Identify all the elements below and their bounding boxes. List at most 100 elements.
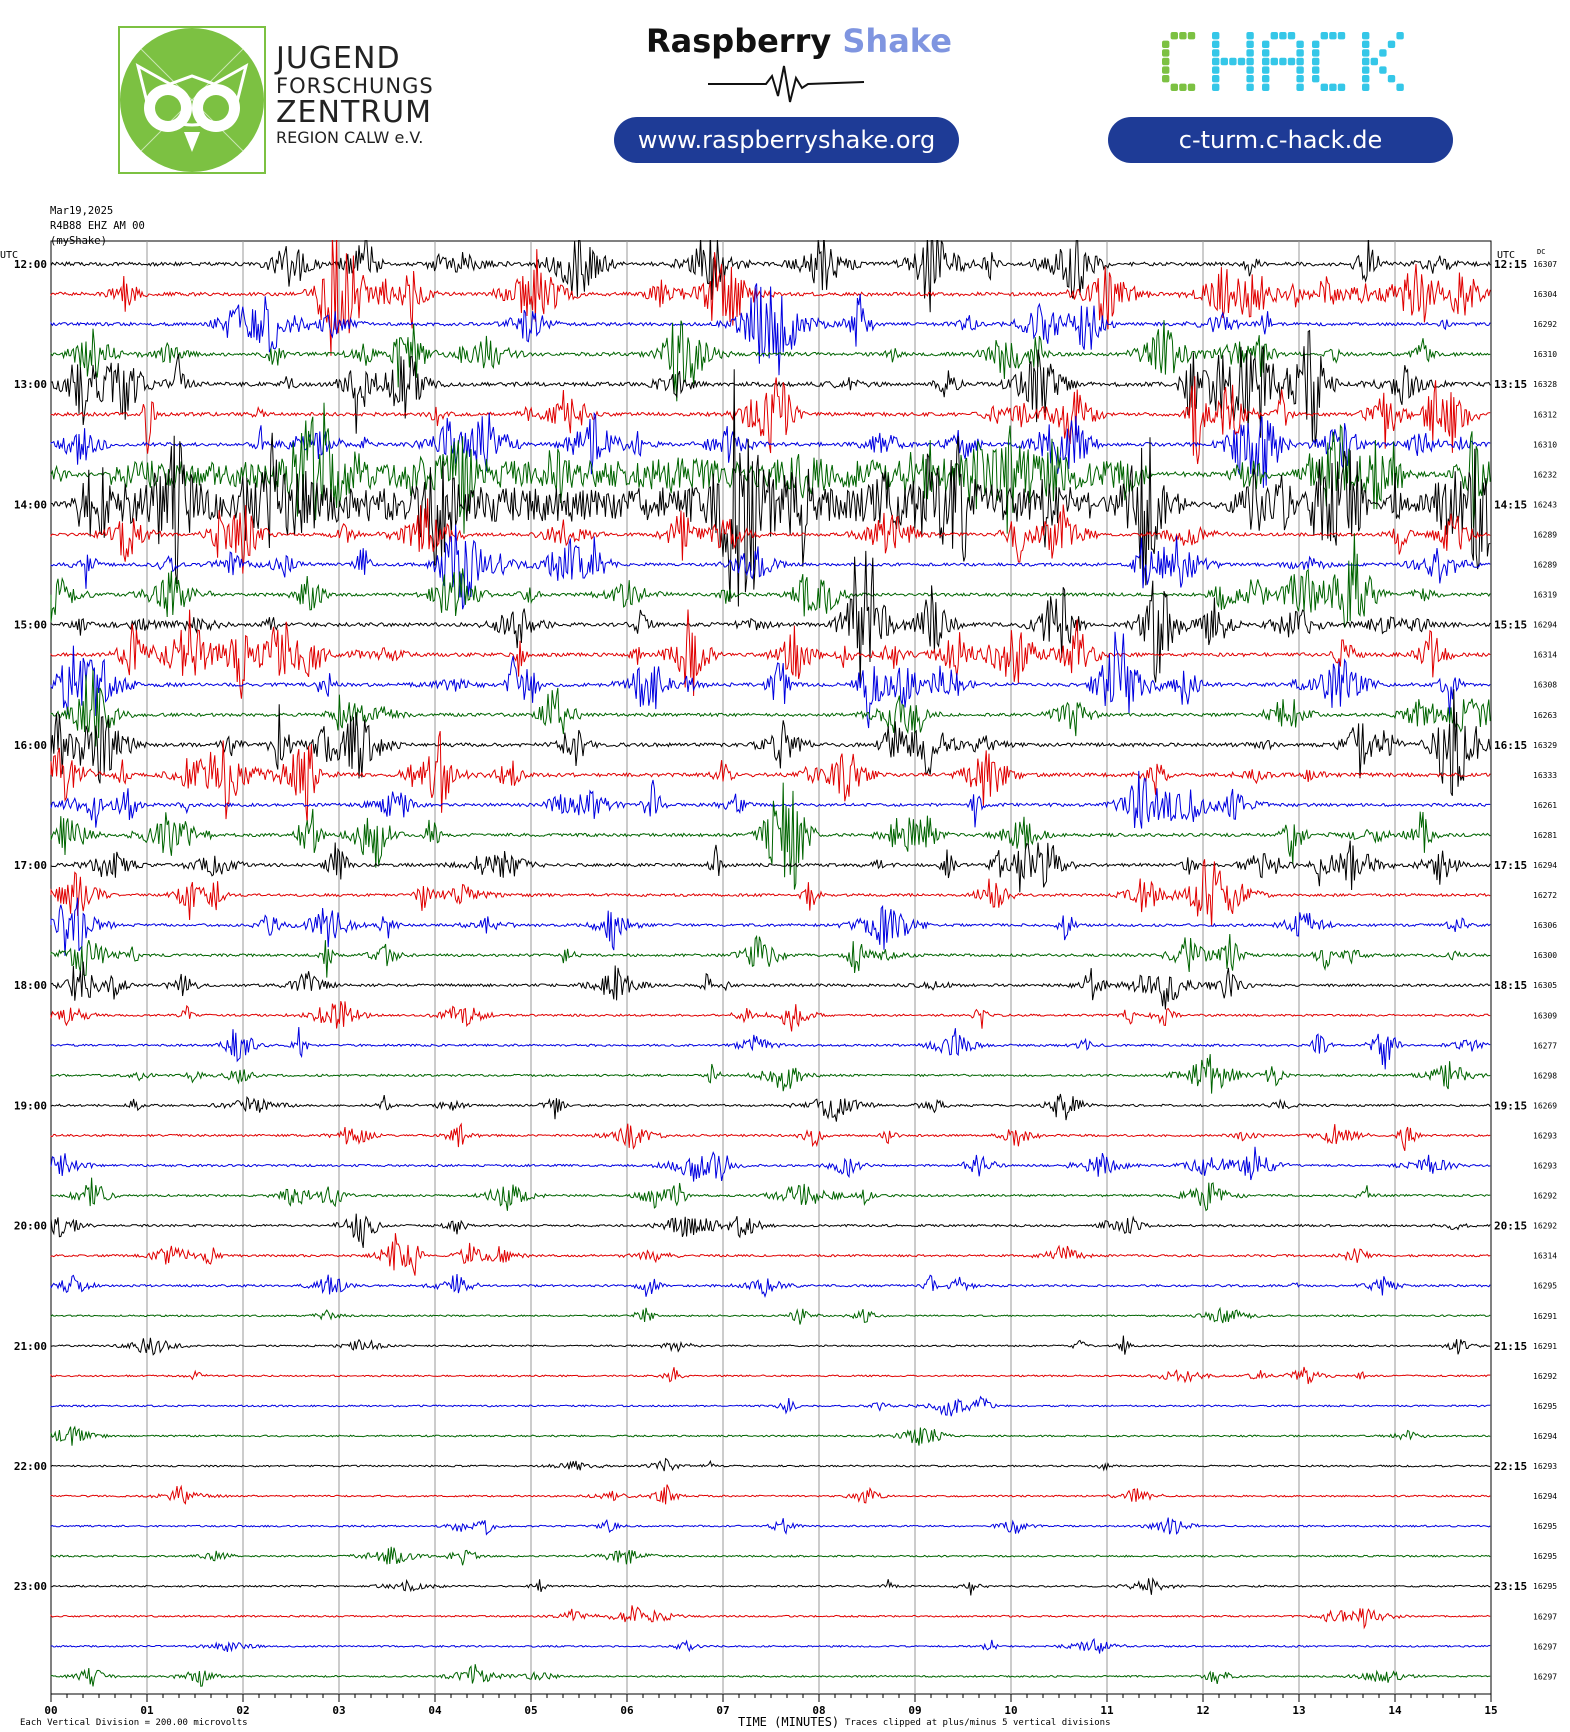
- x-tick-label: 02: [236, 1704, 249, 1715]
- dc-value: 16292: [1533, 320, 1557, 329]
- seismic-trace: [50, 283, 1491, 376]
- chack-logo-dot: [1312, 40, 1320, 48]
- dc-value: 16294: [1533, 861, 1557, 870]
- left-hour-label: 14:00: [14, 498, 47, 511]
- dc-header: DC: [1537, 248, 1545, 256]
- chack-logo-dot: [1179, 32, 1187, 40]
- dc-value: 16295: [1533, 1582, 1557, 1591]
- dc-value: 16310: [1533, 440, 1557, 449]
- chack-logo-dot: [1262, 57, 1270, 66]
- dc-value: 16292: [1533, 1192, 1557, 1201]
- chack-logo-dot: [1187, 32, 1196, 40]
- x-tick-label: 01: [140, 1704, 154, 1715]
- dc-value: 16294: [1533, 621, 1557, 630]
- chack-logo-dot: [1246, 32, 1254, 40]
- x-tick-label: 12: [1196, 1704, 1209, 1715]
- x-tick-label: 10: [1004, 1704, 1017, 1715]
- chack-logo-dot: [1212, 57, 1220, 66]
- left-hour-label: 20:00: [14, 1220, 47, 1233]
- chack-logo-dot: [1362, 66, 1370, 74]
- seismic-trace: [50, 1335, 1491, 1356]
- x-tick-label: 13: [1292, 1704, 1305, 1715]
- seismic-trace: [50, 1664, 1491, 1687]
- x-tick-label: 03: [332, 1704, 345, 1715]
- seismic-trace: [50, 1425, 1491, 1446]
- chack-logo-dot: [1337, 83, 1346, 91]
- raspberryshake-url-link[interactable]: www.raspberryshake.org: [614, 117, 959, 163]
- chack-logo-dot: [1246, 57, 1254, 66]
- dc-value: 16297: [1533, 1642, 1557, 1651]
- chack-logo-dot: [1179, 83, 1187, 91]
- dc-value: 16312: [1533, 410, 1557, 419]
- x-tick-label: 00: [44, 1704, 57, 1715]
- dc-value: 16314: [1533, 1252, 1557, 1261]
- right-hour-label: 17:15: [1494, 859, 1527, 872]
- chack-logo-dot: [1212, 66, 1220, 74]
- seismic-trace: [50, 1395, 1491, 1417]
- left-hour-label: 22:00: [14, 1460, 47, 1473]
- right-hour-label: 12:15: [1494, 258, 1527, 271]
- seismic-trace: [50, 1366, 1491, 1385]
- chack-logo-dot: [1229, 57, 1237, 66]
- seismic-trace: [50, 730, 1491, 824]
- chack-logo-dot: [1279, 32, 1287, 40]
- dc-value: 16295: [1533, 1522, 1557, 1531]
- dc-value: 16297: [1533, 1612, 1557, 1621]
- seismic-trace: [50, 1484, 1491, 1505]
- chack-logo-dot: [1246, 75, 1254, 83]
- dc-value: 16281: [1533, 831, 1557, 840]
- chack-logo-dot: [1162, 49, 1170, 57]
- chack-url-link[interactable]: c-turm.c-hack.de: [1108, 117, 1453, 163]
- chack-logo-dot: [1279, 57, 1287, 66]
- dc-value: 16289: [1533, 530, 1557, 539]
- dc-value: 16292: [1533, 1222, 1557, 1231]
- chack-logo-dot: [1312, 75, 1320, 83]
- seismic-trace: [50, 770, 1491, 829]
- chack-logo-dot: [1396, 32, 1404, 40]
- seismic-trace: [50, 369, 1491, 607]
- dc-value: 16291: [1533, 1342, 1557, 1351]
- chack-logo-dot: [1370, 57, 1378, 66]
- right-hour-label: 16:15: [1494, 739, 1527, 752]
- dc-value: 16293: [1533, 1462, 1557, 1471]
- chack-logo-dot: [1287, 32, 1296, 40]
- seismic-trace: [50, 1605, 1491, 1630]
- dc-value: 16295: [1533, 1282, 1557, 1291]
- seismic-trace: [50, 840, 1491, 893]
- chack-logo-dot: [1246, 66, 1254, 74]
- dc-value: 16305: [1533, 981, 1557, 990]
- seismic-trace: [50, 1093, 1491, 1122]
- seismic-trace: [50, 631, 1491, 729]
- seismic-trace: [50, 240, 1491, 356]
- seismic-trace: [50, 329, 1491, 447]
- helicorder-plot: 16307 16304 16292 16310 16328 16312 16310 16232…: [0, 240, 1557, 1715]
- chack-logo-dot: [1237, 57, 1246, 66]
- x-tick-label: 07: [716, 1704, 729, 1715]
- right-hour-label: 20:15: [1494, 1220, 1527, 1233]
- chack-logo-dot: [1187, 83, 1196, 91]
- chack-logo-dot: [1262, 75, 1270, 83]
- chack-logo-dot: [1387, 40, 1396, 48]
- x-tick-label: 06: [620, 1704, 634, 1715]
- seismic-trace: [50, 859, 1491, 927]
- plot-frame: [50, 240, 1492, 1695]
- right-hour-label: 14:15: [1494, 498, 1527, 511]
- chack-logo-dot: [1170, 83, 1178, 91]
- right-hour-label: 13:15: [1494, 378, 1527, 391]
- seismic-trace: [50, 1273, 1491, 1299]
- left-hour-label: 15:00: [14, 619, 47, 632]
- jfz-wordmark: JUGEND FORSCHUNGS ZENTRUM REGION CALW e.…: [276, 44, 434, 146]
- right-hour-label: 23:15: [1494, 1580, 1527, 1593]
- seismic-trace: [50, 782, 1491, 890]
- seismic-trace: [50, 1637, 1491, 1654]
- jfz-line-3: ZENTRUM: [276, 95, 432, 130]
- left-hour-label: 16:00: [14, 739, 47, 752]
- right-hour-label: 19:15: [1494, 1099, 1527, 1112]
- seismic-trace: [50, 1233, 1491, 1276]
- seismic-trace: [50, 498, 1491, 574]
- chack-logo-dot: [1220, 57, 1228, 66]
- chack-logo-dot: [1362, 49, 1370, 57]
- left-hour-label: 18:00: [14, 979, 47, 992]
- seismic-trace: [50, 933, 1491, 978]
- chack-logo-dot: [1362, 83, 1370, 91]
